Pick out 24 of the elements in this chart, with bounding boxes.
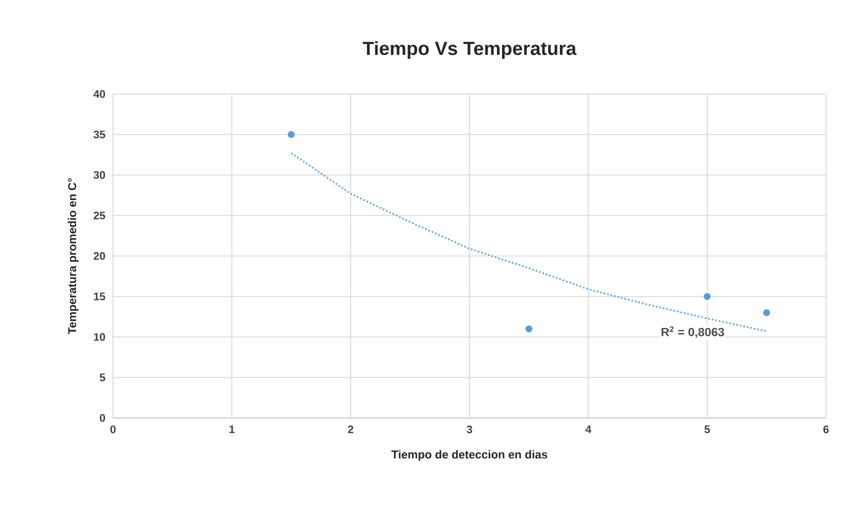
y-tick-label: 40	[93, 90, 106, 98]
point	[704, 293, 711, 300]
point	[763, 309, 770, 316]
x-tick-label: 3	[466, 426, 472, 434]
y-tick-label: 30	[94, 171, 106, 179]
x-tick-label: 2	[348, 426, 354, 434]
y-tick-label: 0	[100, 414, 106, 422]
y-tick-label: 5	[100, 374, 106, 382]
x-tick-label: 5	[704, 426, 710, 434]
y-tick-label: 15	[94, 292, 106, 300]
y-tick-label: 25	[94, 212, 106, 220]
x-tick-label: 4	[585, 426, 592, 434]
point	[288, 131, 295, 138]
x-tick-label: 6	[823, 426, 829, 434]
x-axis-title: Tiempo de deteccion en dias	[391, 450, 548, 461]
chart-title: Tiempo Vs Temperatura	[362, 41, 577, 59]
point	[525, 325, 532, 332]
x-tick-label: 1	[229, 426, 235, 434]
y-tick-label: 20	[94, 252, 106, 260]
y-axis-title: Temperatura promedio en C°	[68, 178, 78, 334]
annotation: R$^{2}$ = 0,8063	[662, 326, 724, 338]
y-tick-label: 35	[94, 130, 106, 138]
y-tick-label: 10	[94, 333, 106, 341]
x-tick-label: 0	[110, 426, 116, 434]
